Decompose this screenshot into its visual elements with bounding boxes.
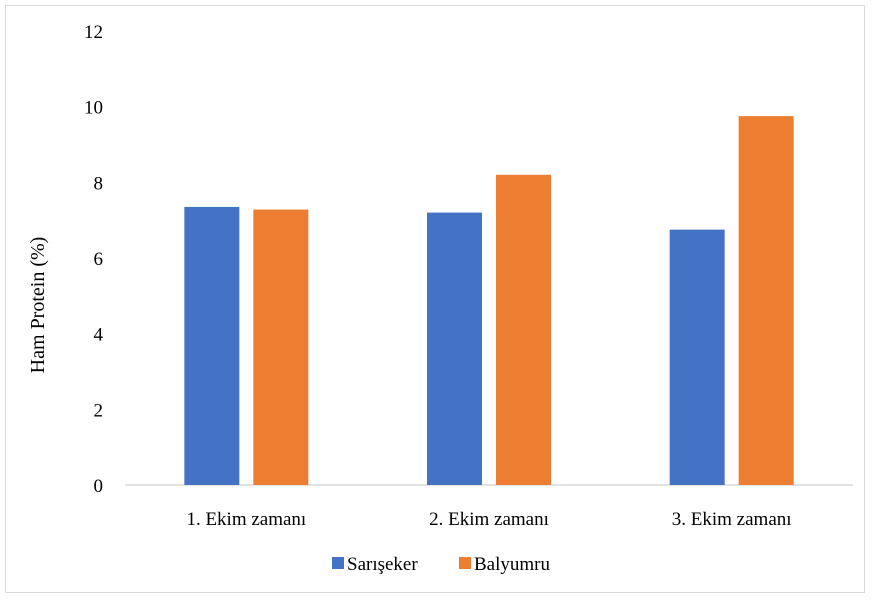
y-tick-label: 6 [94,249,104,270]
x-category-label: 1. Ekim zamanı [186,509,306,530]
bar-series1-cat2 [427,212,482,485]
y-tick-label: 8 [94,173,104,194]
bars-group [184,116,794,486]
bar-series2-cat3 [738,116,794,485]
bar-series2-cat1 [253,209,309,485]
legend-label: Sarışeker [347,554,418,575]
y-tick-label: 12 [84,22,103,43]
y-axis-title: Ham Protein (%) [27,237,49,374]
legend: Sarışeker Balyumru [332,554,550,575]
bar-series1-cat1 [184,206,240,486]
y-tick-label: 10 [84,98,103,119]
y-tick-label: 2 [94,400,104,421]
category-labels: 1. Ekim zamanı 2. Ekim zamanı 3. Ekim zama… [186,509,791,530]
y-tick-label: 4 [94,325,104,346]
y-axis-ticks: 0 2 4 6 8 10 12 [84,22,104,497]
x-category-label: 3. Ekim zamanı [672,509,792,530]
bar-series1-cat3 [669,229,725,485]
bar-series2-cat2 [496,174,551,485]
x-category-label: 2. Ekim zamanı [429,509,549,530]
y-tick-label: 0 [94,476,104,497]
legend-swatch [332,557,344,569]
legend-label: Balyumru [474,554,550,575]
legend-swatch [459,557,471,569]
